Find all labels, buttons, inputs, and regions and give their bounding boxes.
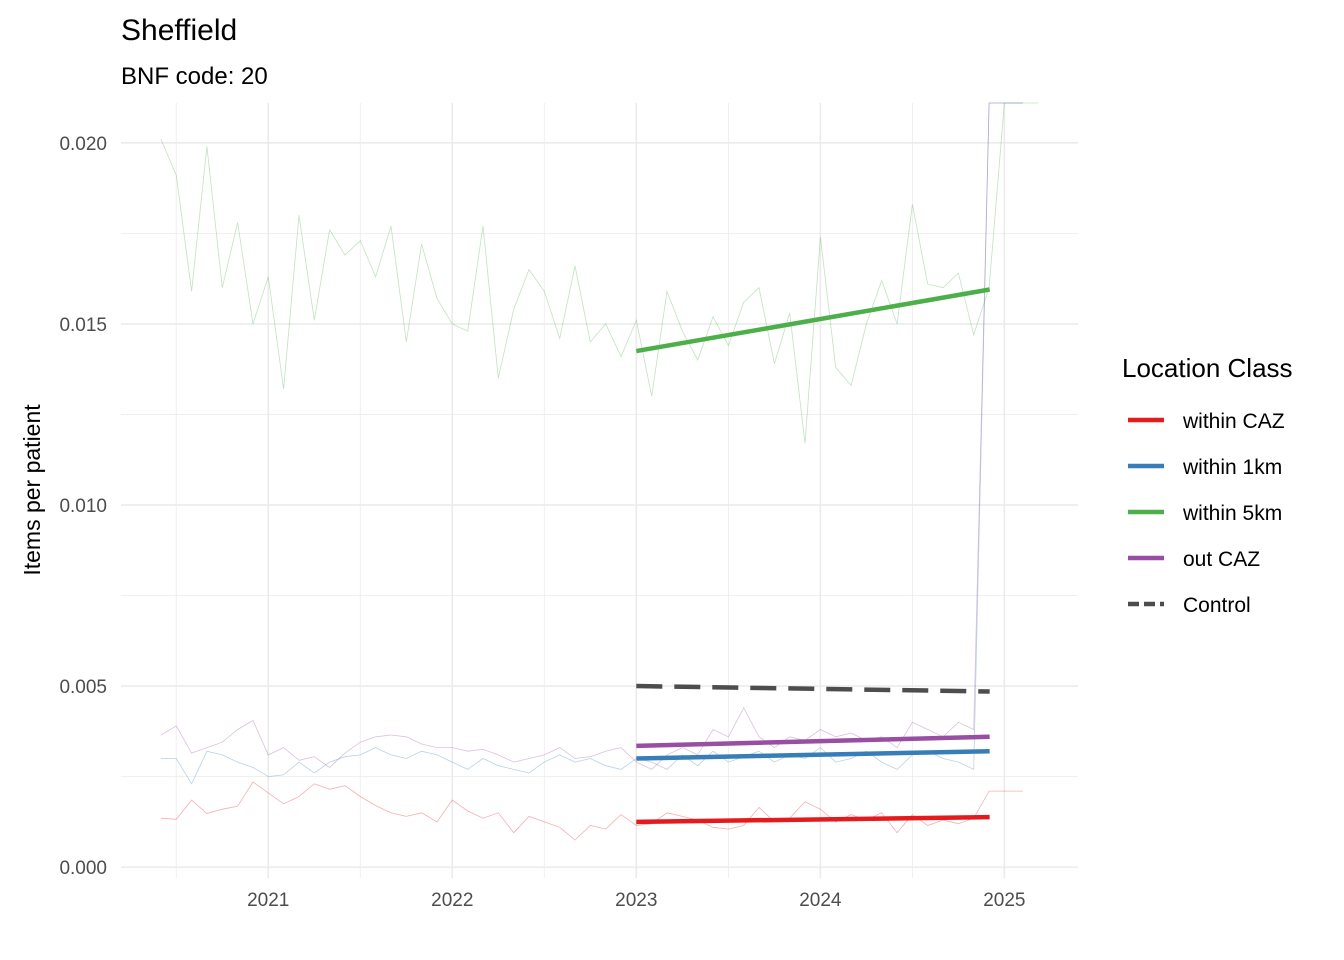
raw-series-line — [160, 102, 1023, 770]
x-tick-label: 2021 — [247, 890, 289, 911]
y-axis-ticks: 0.000 0.005 0.010 0.015 0.020 — [59, 134, 107, 879]
raw-series-line — [160, 102, 1023, 785]
raw-series-lines — [160, 102, 1039, 841]
grid-lines — [121, 103, 1078, 878]
legend-label: Control — [1183, 594, 1251, 617]
legend-title: Location Class — [1122, 353, 1293, 383]
trend-line-within-5km — [635, 287, 991, 354]
y-tick-label: 0.005 — [59, 677, 107, 698]
x-axis-ticks: 2021 2022 2023 2024 2025 — [247, 890, 1025, 911]
legend-label: within CAZ — [1182, 410, 1285, 433]
trend-line-within-caz — [636, 814, 990, 825]
x-tick-label: 2023 — [615, 890, 657, 911]
legend-entries: within CAZ within 1km within 5km out CAZ Con… — [1128, 410, 1285, 617]
x-tick-label: 2024 — [799, 890, 842, 911]
y-axis-title: Items per patient — [19, 404, 45, 576]
y-tick-label: 0.000 — [59, 858, 107, 879]
raw-series-line — [160, 781, 1023, 841]
trend-lines — [635, 287, 991, 825]
trend-line-within-1km — [636, 748, 990, 761]
legend-label: out CAZ — [1183, 548, 1260, 571]
x-tick-label: 2025 — [983, 890, 1025, 911]
legend-label: within 5km — [1182, 502, 1282, 525]
legend-label: within 1km — [1182, 456, 1282, 479]
y-tick-label: 0.010 — [59, 496, 107, 517]
y-tick-label: 0.020 — [59, 134, 107, 155]
chart-subtitle: BNF code: 20 — [121, 63, 268, 90]
trend-line-out-caz — [636, 734, 990, 749]
raw-series-line — [160, 102, 1039, 444]
trend-line-control — [636, 683, 990, 694]
y-tick-label: 0.015 — [59, 315, 107, 336]
x-tick-label: 2022 — [431, 890, 473, 911]
chart-title: Sheffield — [121, 14, 237, 47]
